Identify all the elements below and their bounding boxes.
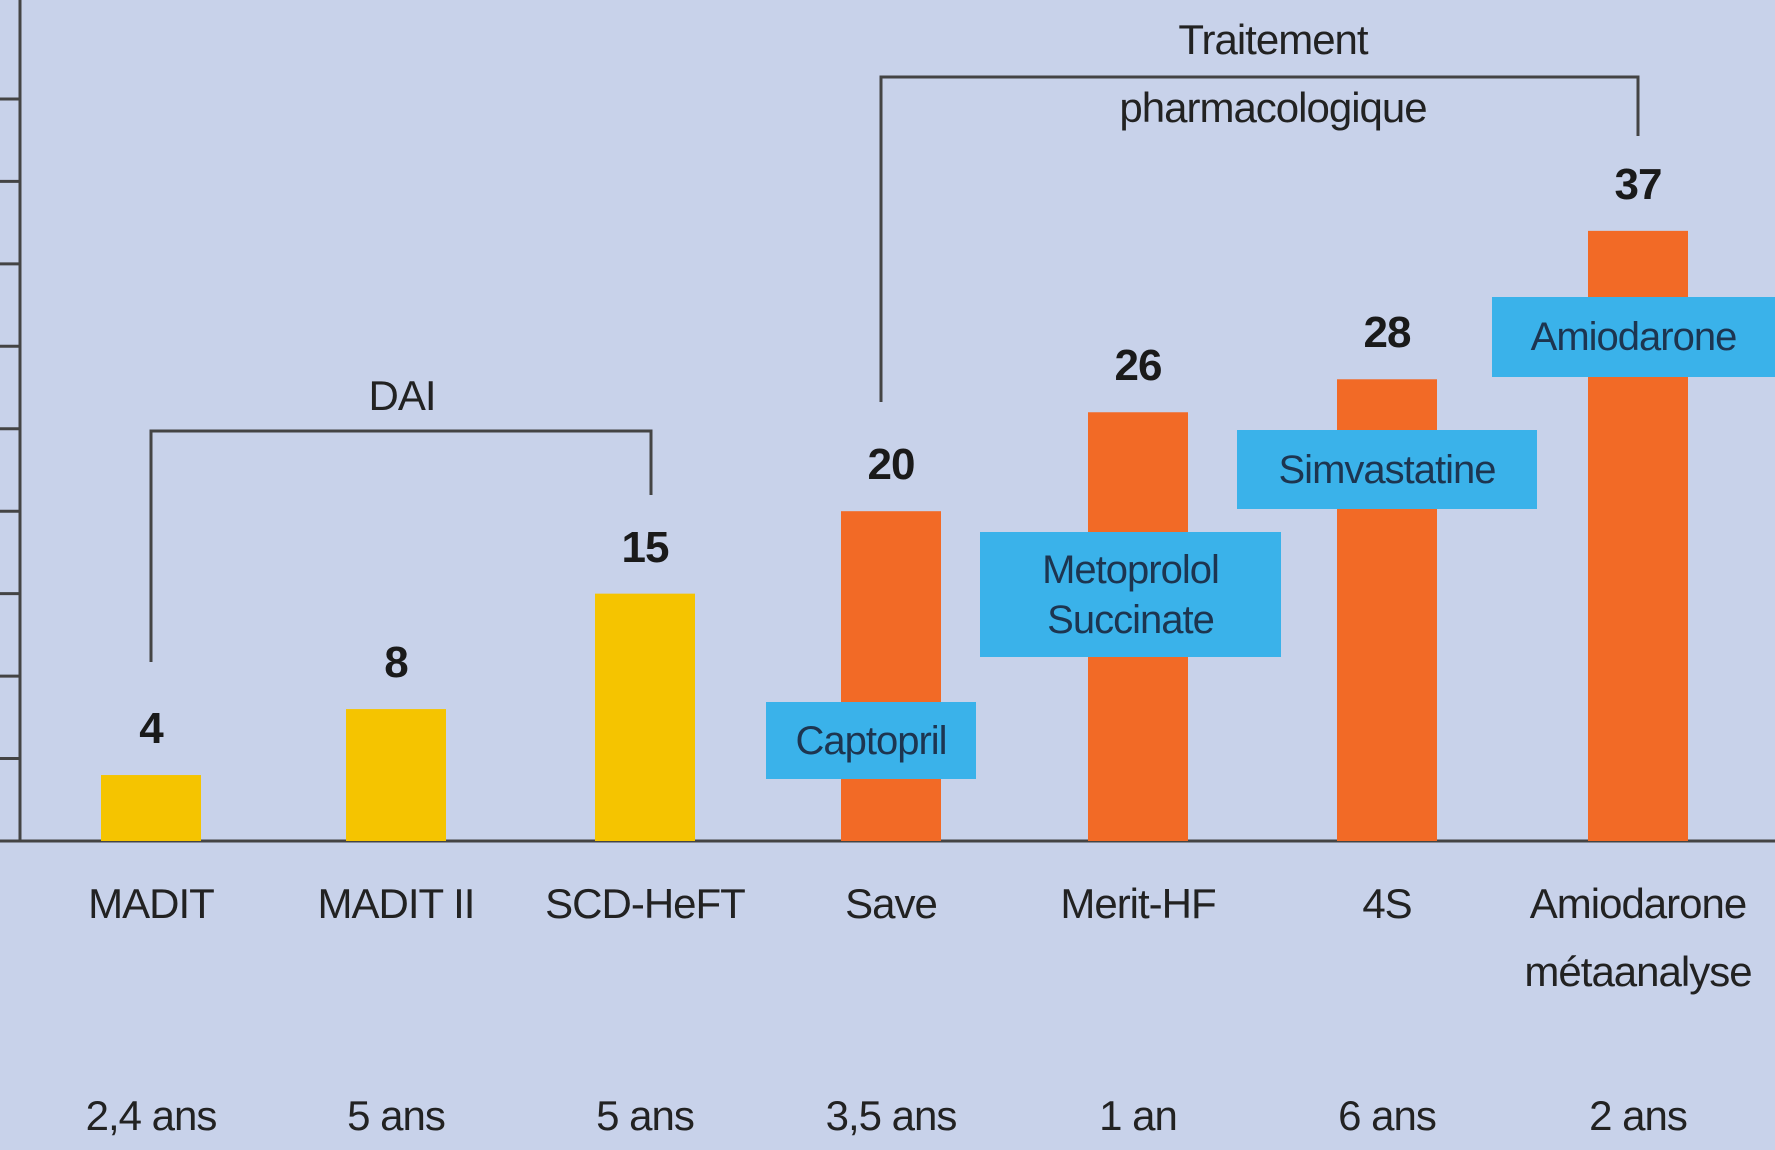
category-label: 4S <box>1362 880 1412 927</box>
treatment-box: Captopril <box>766 702 976 779</box>
category-label: MADIT <box>88 880 215 927</box>
value-label: 15 <box>621 522 670 572</box>
duration-label: 5 ans <box>347 1092 446 1139</box>
duration-label: 2 ans <box>1589 1092 1688 1139</box>
value-label: 8 <box>384 638 409 688</box>
category-label: MADIT II <box>317 880 476 927</box>
duration-label: 6 ans <box>1338 1092 1437 1139</box>
category-label: Save <box>845 880 938 927</box>
value-label: 26 <box>1114 341 1163 391</box>
value-label: 28 <box>1363 308 1412 358</box>
duration-label: 2,4 ans <box>85 1092 218 1139</box>
treatment-box: Metoprolol Succinate <box>980 532 1281 657</box>
value-label: 20 <box>867 440 916 490</box>
treatment-box: Simvastatine <box>1237 430 1537 509</box>
duration-label: 3,5 ans <box>825 1092 958 1139</box>
group-label: DAI <box>368 372 436 419</box>
bar <box>101 775 201 841</box>
group-bracket <box>149 429 653 662</box>
duration-label: 5 ans <box>596 1092 695 1139</box>
category-label: Merit-HF <box>1060 880 1216 927</box>
bar <box>346 709 446 841</box>
category-label: Amiodarone métaanalyse <box>1524 880 1752 995</box>
value-label: 37 <box>1614 159 1663 209</box>
value-label: 4 <box>139 704 164 754</box>
treatment-box: Amiodarone <box>1492 297 1775 377</box>
category-label: SCD-HeFT <box>545 880 746 927</box>
duration-label: 1 an <box>1099 1092 1178 1139</box>
bar <box>841 511 941 841</box>
group-bracket <box>879 75 1640 402</box>
group-label: Traitement pharmacologique <box>1119 16 1427 131</box>
bar <box>595 593 695 841</box>
